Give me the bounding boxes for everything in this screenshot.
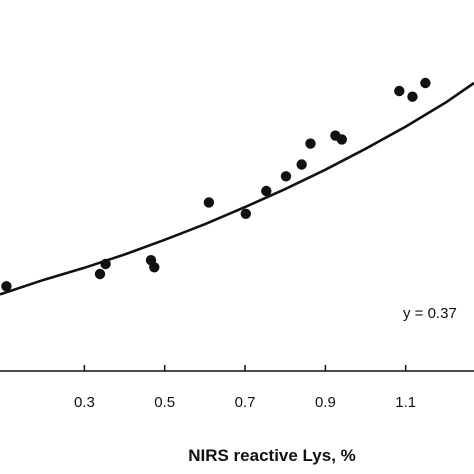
data-point-15 bbox=[420, 77, 431, 89]
x-tick-label-2: 0.7 bbox=[235, 394, 256, 411]
fit-curve bbox=[0, 81, 474, 296]
data-point-1 bbox=[94, 268, 106, 280]
data-point-10 bbox=[305, 138, 316, 149]
x-axis-title: NIRS reactive Lys, % bbox=[188, 446, 356, 465]
x-tick-label-4: 1.1 bbox=[395, 394, 416, 411]
x-tick-label-1: 0.5 bbox=[154, 394, 175, 411]
x-tick-labels: 0.3 0.5 0.7 0.9 1.1 bbox=[74, 394, 416, 411]
x-tick-label-0: 0.3 bbox=[74, 394, 95, 411]
data-point-4 bbox=[149, 262, 160, 273]
fit-equation-annotation: y = 0.37 bbox=[403, 305, 457, 322]
data-points-layer bbox=[1, 77, 431, 292]
fit-curve-layer bbox=[0, 81, 474, 296]
data-point-7 bbox=[261, 185, 272, 197]
data-point-9 bbox=[296, 159, 307, 170]
data-point-12 bbox=[336, 134, 347, 145]
data-point-2 bbox=[100, 258, 111, 270]
data-point-6 bbox=[240, 208, 251, 219]
data-point-13 bbox=[394, 85, 405, 97]
x-tick-marks bbox=[83, 365, 407, 371]
x-tick-label-3: 0.9 bbox=[315, 394, 336, 411]
data-point-0 bbox=[1, 281, 12, 292]
data-point-14 bbox=[407, 91, 418, 102]
data-point-5 bbox=[203, 197, 215, 208]
data-point-8 bbox=[280, 171, 292, 182]
